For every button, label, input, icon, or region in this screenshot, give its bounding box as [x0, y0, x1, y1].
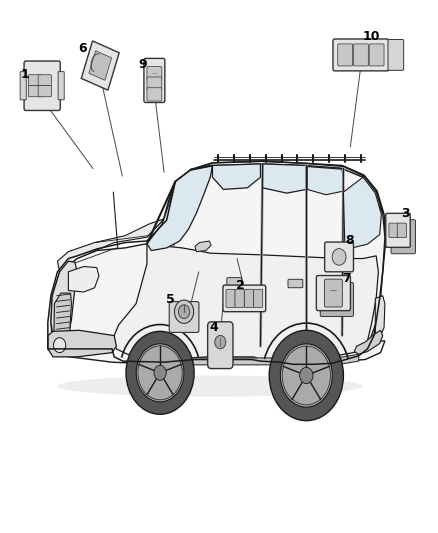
FancyBboxPatch shape — [386, 213, 410, 247]
Text: 3: 3 — [402, 207, 410, 220]
FancyBboxPatch shape — [28, 86, 42, 97]
FancyBboxPatch shape — [254, 289, 263, 308]
Polygon shape — [54, 293, 71, 337]
FancyBboxPatch shape — [147, 88, 162, 101]
Circle shape — [215, 335, 226, 349]
Polygon shape — [51, 261, 77, 338]
FancyBboxPatch shape — [169, 302, 199, 333]
FancyBboxPatch shape — [235, 289, 244, 308]
Text: 6: 6 — [78, 42, 87, 55]
FancyBboxPatch shape — [38, 86, 51, 97]
FancyBboxPatch shape — [20, 71, 26, 100]
Polygon shape — [375, 296, 385, 336]
FancyBboxPatch shape — [353, 44, 368, 66]
FancyBboxPatch shape — [244, 289, 254, 308]
FancyBboxPatch shape — [147, 77, 162, 90]
FancyBboxPatch shape — [28, 75, 42, 86]
FancyBboxPatch shape — [24, 61, 60, 110]
Polygon shape — [81, 41, 119, 90]
FancyBboxPatch shape — [223, 285, 266, 312]
Circle shape — [174, 300, 194, 324]
Circle shape — [178, 305, 190, 319]
Circle shape — [136, 344, 184, 402]
Polygon shape — [147, 165, 212, 251]
FancyBboxPatch shape — [391, 220, 416, 254]
FancyBboxPatch shape — [144, 59, 165, 102]
Circle shape — [280, 344, 332, 407]
FancyBboxPatch shape — [388, 39, 404, 70]
Text: 10: 10 — [362, 30, 380, 43]
FancyBboxPatch shape — [333, 39, 389, 71]
Polygon shape — [195, 241, 211, 252]
FancyBboxPatch shape — [288, 279, 303, 288]
Polygon shape — [112, 244, 378, 364]
Polygon shape — [51, 164, 385, 364]
Polygon shape — [48, 330, 117, 357]
Text: 7: 7 — [342, 272, 351, 285]
Polygon shape — [343, 177, 381, 248]
Text: 4: 4 — [209, 321, 218, 334]
FancyBboxPatch shape — [208, 322, 233, 368]
Polygon shape — [212, 164, 261, 189]
Circle shape — [154, 365, 166, 380]
Polygon shape — [68, 266, 99, 292]
FancyBboxPatch shape — [58, 71, 64, 100]
Text: 1: 1 — [20, 68, 29, 80]
Text: 5: 5 — [166, 293, 174, 306]
FancyBboxPatch shape — [147, 67, 162, 80]
Ellipse shape — [57, 375, 363, 397]
FancyBboxPatch shape — [338, 44, 353, 66]
FancyBboxPatch shape — [397, 223, 406, 238]
FancyBboxPatch shape — [38, 75, 51, 86]
Polygon shape — [354, 330, 383, 354]
FancyBboxPatch shape — [325, 279, 343, 307]
Text: 8: 8 — [346, 235, 354, 247]
Polygon shape — [57, 219, 164, 272]
Polygon shape — [89, 51, 112, 80]
FancyBboxPatch shape — [316, 276, 350, 311]
FancyBboxPatch shape — [226, 289, 235, 308]
FancyBboxPatch shape — [227, 278, 242, 286]
Circle shape — [53, 338, 66, 353]
Circle shape — [269, 330, 343, 421]
Polygon shape — [130, 354, 359, 365]
FancyBboxPatch shape — [389, 223, 398, 238]
Polygon shape — [191, 161, 383, 213]
Ellipse shape — [332, 248, 346, 265]
Circle shape — [300, 367, 313, 384]
FancyBboxPatch shape — [320, 282, 353, 317]
Polygon shape — [263, 164, 306, 193]
Polygon shape — [307, 166, 344, 195]
FancyBboxPatch shape — [325, 242, 353, 272]
Circle shape — [126, 332, 194, 414]
Text: 9: 9 — [138, 58, 147, 71]
FancyBboxPatch shape — [369, 44, 384, 66]
Text: 2: 2 — [236, 279, 244, 292]
